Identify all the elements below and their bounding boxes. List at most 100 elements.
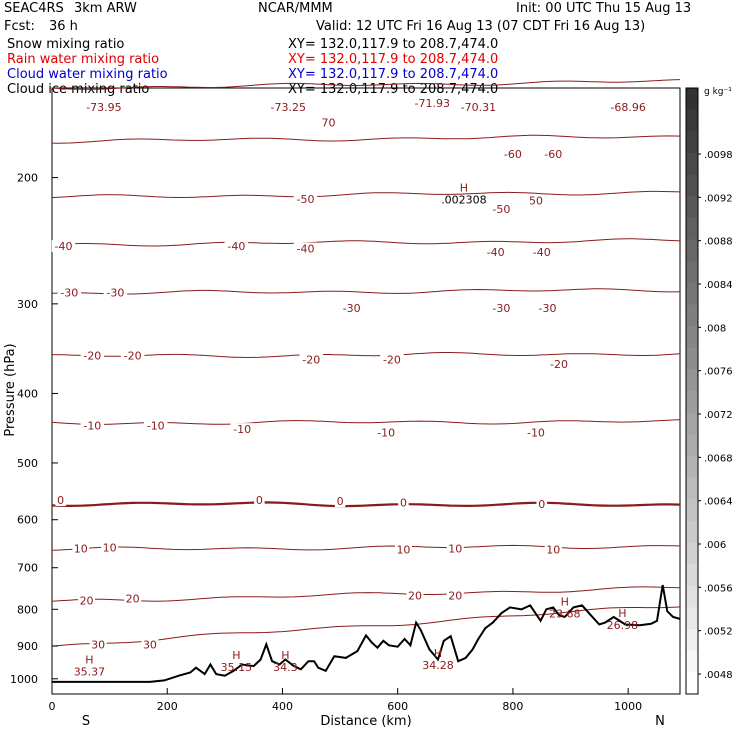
contour-label-bg (299, 353, 324, 366)
contour-label: 30 (91, 638, 105, 651)
contour-label: -70.31 (461, 101, 496, 114)
contour-labels: -73.95 -73.25 -71.93 -70.31 -68.96 70 -60 -60 -5… (51, 97, 650, 651)
contour-label-bg (293, 193, 318, 206)
extremum-value: 23.68 (549, 607, 581, 620)
axes: 0 200 400 600 800 100020030040050060070080090… (10, 172, 642, 713)
contour-label: -20 (383, 354, 401, 367)
contour-label-bg (606, 101, 650, 114)
contour-label-bg (524, 426, 548, 439)
colorbar-tick-label: .008 (704, 323, 726, 334)
contour-label-bg (489, 302, 514, 315)
colorbar-tick-label: .0098 (704, 150, 733, 161)
y-axis-title: Pressure (hPa) (3, 343, 18, 436)
extremum-letter: H (434, 647, 442, 660)
colorbar-swatch (686, 607, 698, 630)
x-tick-label: 400 (272, 700, 293, 713)
colorbar-tick-label: .0084 (704, 280, 733, 291)
contour-label: -50 (492, 203, 510, 216)
y-tick-label: 200 (17, 172, 38, 185)
contour-label: 10 (396, 543, 410, 556)
contour-label-bg (334, 495, 346, 508)
field-name-cloud-water: Cloud water mixing ratio (7, 67, 168, 82)
extremum-value: .002308 (441, 194, 487, 207)
contour-label-bg (254, 494, 265, 507)
contour-label-bg (320, 116, 338, 129)
contour-label-bg (89, 638, 107, 651)
contour-label: -10 (233, 423, 251, 436)
extremum-letter: H (618, 607, 626, 620)
colorbar-swatch (686, 650, 698, 673)
contour-label: 10 (448, 542, 462, 555)
valid-label: Valid: 12 UTC Fri 16 Aug 13 (07 CDT Fri … (316, 19, 646, 34)
y-tick-label: 1000 (10, 673, 38, 686)
colorbar-swatch (686, 326, 698, 349)
contour-label-bg (398, 496, 409, 509)
plot-frame (51, 87, 681, 695)
field-xy-rain: XY= 132.0,117.9 to 208.7,474.0 (288, 52, 499, 67)
x-tick-label: 800 (502, 700, 523, 713)
colorbar-tick-label: .006 (704, 540, 726, 551)
fcst-label: Fcst: (4, 19, 35, 34)
contour-label: 10 (74, 542, 88, 555)
extremum-letter: H (561, 595, 569, 608)
contour-label-bg (266, 101, 310, 114)
contour-label: 0 (57, 494, 64, 507)
colorbar-tick-label: .0068 (704, 453, 733, 464)
contour-label-bg (535, 302, 560, 315)
x-tick-label: 1000 (614, 700, 642, 713)
y-tick-label: 800 (17, 603, 38, 616)
contour-label-bg (406, 589, 424, 602)
contour-label-bg (529, 246, 554, 259)
contour-label-bg (489, 203, 514, 216)
colorbar-swatch (686, 672, 698, 695)
colorbar-units: g kg⁻¹ (704, 87, 732, 97)
contour-label-bg (143, 419, 168, 432)
y-tick-label: 300 (17, 298, 38, 311)
contour-label: -40 (227, 240, 245, 253)
contour-0 (51, 501, 681, 508)
contour-label: -30 (343, 302, 361, 315)
contour-label: -40 (487, 246, 505, 259)
colorbar-swatch (686, 520, 698, 543)
contour-label-bg (55, 494, 66, 507)
model-label: 3km ARW (74, 1, 137, 16)
colorbar-swatch (686, 434, 698, 457)
fcst-value: 36 h (49, 19, 78, 34)
contour-label-bg (527, 194, 545, 207)
contour-label: -10 (527, 427, 545, 440)
colorbar-swatch (686, 629, 698, 652)
contour-label: 50 (529, 195, 543, 208)
extremum-value: 34.28 (422, 659, 454, 672)
contour-label-bg (80, 419, 105, 432)
contour-label-bg (446, 542, 464, 555)
init-label: Init: 00 UTC Thu 15 Aug 13 (516, 1, 692, 16)
contour-label-bg (80, 349, 105, 362)
colorbar-swatch (686, 391, 698, 414)
contour-label-bg (124, 592, 142, 605)
colorbar-swatch (686, 109, 698, 132)
colorbar-swatch (686, 304, 698, 327)
contour-label-bg (51, 240, 76, 253)
extremum-letter: H (460, 182, 468, 195)
x-end-label-south: S (82, 714, 90, 729)
terrain-line (52, 584, 681, 683)
x-axis-title: Distance (km) (320, 714, 411, 729)
contour-label: -30 (106, 286, 124, 299)
contour-label-bg (120, 349, 145, 362)
field-xy-snow: XY= 132.0,117.9 to 208.7,474.0 (288, 37, 499, 52)
contour-label: 20 (448, 590, 462, 603)
field-name-snow: Snow mixing ratio (7, 37, 125, 52)
contour-label: 20 (126, 592, 140, 605)
contour-label-bg (501, 147, 525, 160)
colorbar-swatch (686, 282, 698, 305)
project-label: SEAC4RS (4, 1, 64, 16)
contour-label: 10 (103, 541, 117, 554)
contour-label-bg (57, 286, 82, 299)
extremum-value: 35.15 (221, 661, 253, 674)
contour-label: -10 (83, 420, 101, 433)
colorbar-frame (685, 87, 699, 695)
contour-label-bg (78, 594, 96, 607)
contour-label: 10 (546, 543, 560, 556)
